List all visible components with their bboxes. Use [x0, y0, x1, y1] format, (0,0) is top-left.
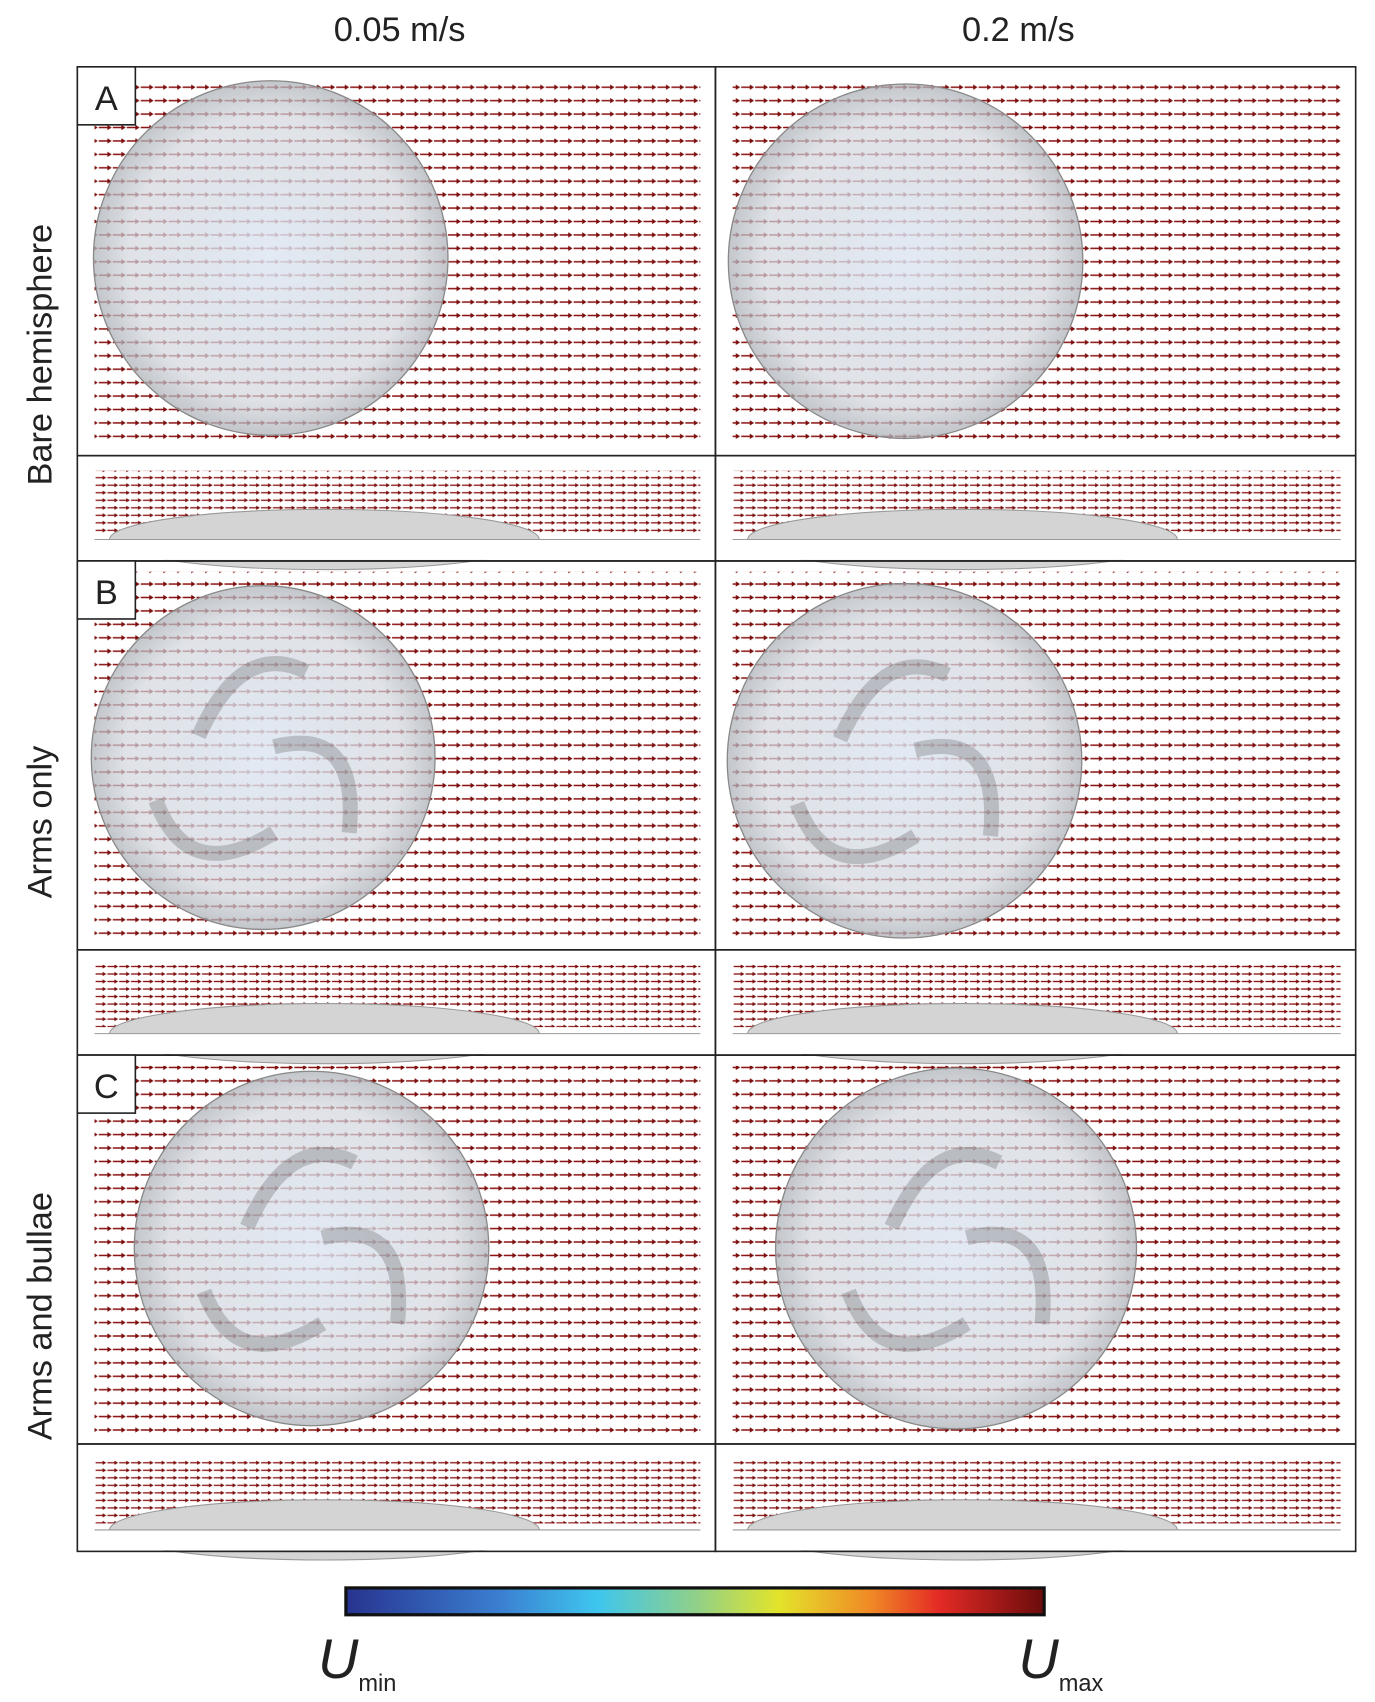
column-header: 0.2 m/s [962, 11, 1075, 49]
hemisphere [93, 81, 447, 435]
side-mask [717, 539, 1355, 559]
figure: A B C 0.05 m/s 0.2 m/s Bare hemisphere Arm… [0, 0, 1375, 1702]
row-label: Bare hemisphere [22, 224, 60, 486]
panel-letter: A [95, 80, 118, 118]
row-label: Arms and bullae [22, 1192, 60, 1440]
column-header: 0.05 m/s [334, 11, 466, 49]
panel-letter: C [94, 1068, 119, 1106]
panels: A B C [77, 67, 1355, 1560]
hemisphere [776, 1068, 1137, 1429]
hemisphere [728, 84, 1082, 438]
hemisphere [91, 586, 435, 930]
side-mask [78, 539, 714, 559]
side-mask [717, 1034, 1355, 1054]
side-mask [78, 1530, 714, 1550]
panel-letter: B [95, 574, 118, 612]
hemisphere [134, 1071, 488, 1425]
side-mask [717, 1530, 1355, 1550]
colorbar-max-label: Umax [1018, 1627, 1103, 1697]
side-mask [78, 1034, 714, 1054]
colorbar-min-label: Umin [318, 1627, 396, 1697]
colorbar [346, 1588, 1044, 1615]
row-label: Arms only [22, 745, 60, 899]
hemisphere [727, 584, 1081, 938]
